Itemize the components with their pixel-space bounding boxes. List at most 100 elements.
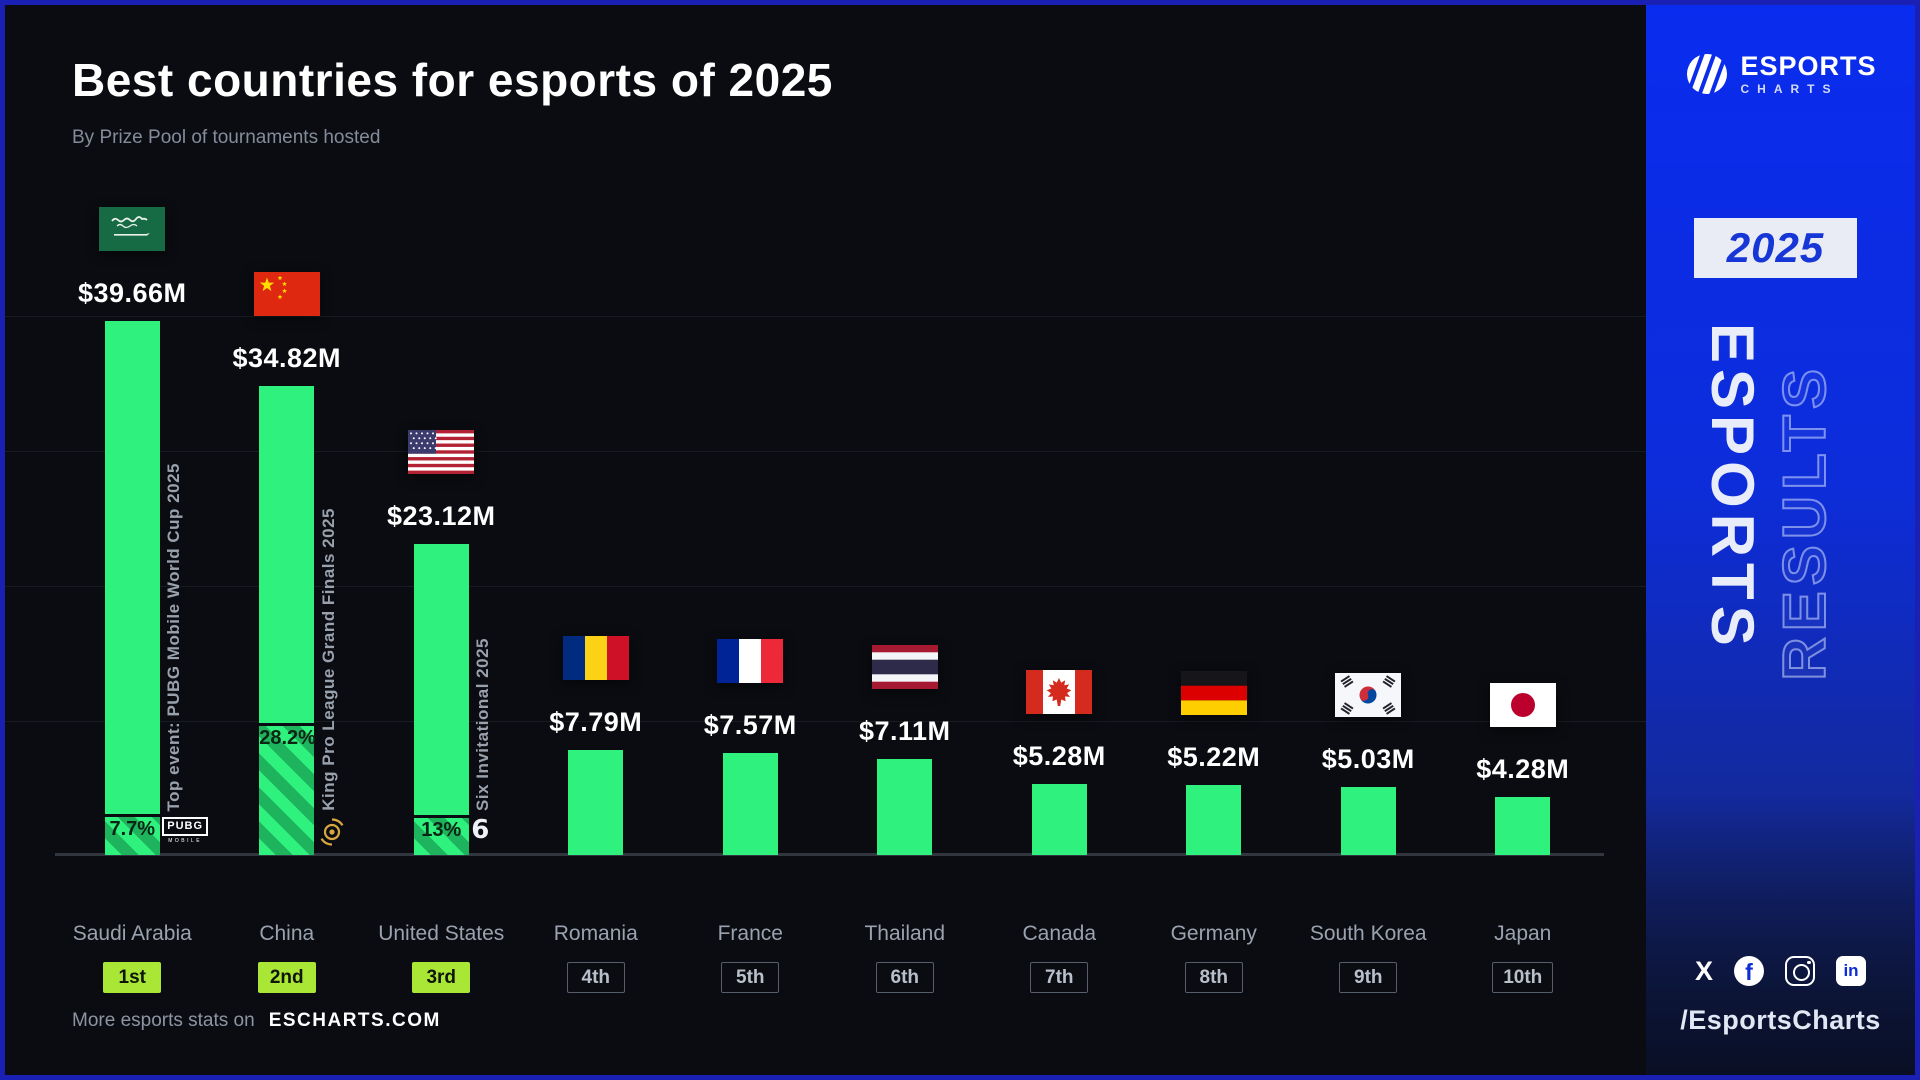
top-event-share-label: 28.2%	[259, 726, 316, 749]
gridline-10m	[5, 721, 1646, 722]
bar-column-france: $7.57M France 5th	[673, 195, 828, 1005]
prize-pool-bar	[1495, 797, 1551, 855]
flag-japan-icon	[1489, 683, 1556, 728]
top-event-share-label: 7.7%	[109, 817, 156, 840]
rank-badge: 7th	[1030, 962, 1089, 993]
social-icons-row: X f in	[1646, 956, 1915, 986]
instagram-icon[interactable]	[1785, 956, 1815, 986]
rank-badge: 9th	[1339, 962, 1398, 993]
social-handle[interactable]: /EsportsCharts	[1680, 1005, 1881, 1035]
x-axis-line	[55, 853, 1604, 856]
top-event-annotation: Six Invitational 2025	[473, 637, 493, 811]
country-label: Germany	[1170, 922, 1257, 945]
bar-column-germany: $5.22M Germany 8th	[1137, 195, 1292, 1005]
page-title: Best countries for esports of 2025	[72, 54, 833, 106]
footer-prefix: More esports stats on	[72, 1010, 255, 1031]
prize-pool-bar	[1186, 784, 1242, 855]
country-label: Romania	[553, 922, 638, 945]
top-event-share-segment: 7.7%	[104, 813, 160, 855]
country-label: South Korea	[1309, 922, 1427, 945]
prize-pool-bar	[568, 750, 624, 855]
bar-column-romania: $7.79M Romania 4th	[519, 195, 674, 1005]
chart-panel: Best countries for esports of 2025 By Pr…	[5, 5, 1646, 1075]
rank-badge: 10th	[1492, 962, 1554, 993]
country-label: Saudi Arabia	[72, 922, 192, 945]
top-event-share-label: 13%	[421, 818, 462, 841]
value-label: $5.03M	[1321, 744, 1415, 775]
value-label: $7.57M	[703, 710, 797, 741]
value-label: $4.28M	[1476, 754, 1570, 785]
prize-pool-bar	[722, 753, 778, 855]
country-label: Canada	[1022, 922, 1097, 945]
rank-badge: 8th	[1184, 962, 1243, 993]
value-label: $34.82M	[232, 343, 342, 374]
rank-badge: 6th	[875, 962, 934, 993]
value-label: $23.12M	[386, 500, 496, 531]
page-subtitle: By Prize Pool of tournaments hosted	[72, 127, 381, 148]
vertical-esports-text: ESPORTS	[1699, 323, 1766, 652]
top-event-icon-wrap: PUBG MOBILE	[162, 817, 209, 844]
value-label: $39.66M	[77, 278, 187, 308]
value-label: $5.22M	[1167, 741, 1261, 772]
rank-badge: 3rd	[412, 962, 471, 993]
logo-line1: ESPORTS	[1740, 50, 1877, 81]
bar-column-united-states: $23.12M 13% United States 3rd	[364, 195, 519, 1005]
prize-pool-bar	[1340, 787, 1396, 855]
bar-column-thailand: $7.11M Thailand 6th	[828, 195, 983, 1005]
year-badge: 2025	[1694, 218, 1857, 278]
gridline-30m	[5, 451, 1646, 452]
flag-thailand-icon	[871, 645, 938, 690]
top-event-share-segment: 28.2%	[259, 722, 316, 855]
gridline-40m	[5, 316, 1646, 317]
bar-column-south-korea: $5.03M South Korea 9th	[1291, 195, 1446, 1005]
brand-sidebar: ESPORTS CHARTS 2025 ESPORTS RESULTS X f …	[1646, 5, 1915, 1075]
prize-pool-bar: 13%	[413, 543, 469, 855]
bar-column-japan: $4.28M Japan 10th	[1446, 195, 1601, 1005]
bar-column-saudi-arabia: $39.66M 7.7% Saudi Arabia 1st	[55, 195, 210, 1005]
top-event-share-segment: 13%	[413, 814, 469, 855]
flag-china-icon	[253, 272, 320, 317]
rank-badge: 4th	[566, 962, 625, 993]
value-label: $5.28M	[1012, 740, 1106, 771]
rank-badge: 2nd	[257, 962, 316, 993]
king-pro-league-logo-icon	[320, 818, 344, 846]
flag-germany-icon	[1180, 670, 1247, 715]
top-event-icon-wrap	[317, 817, 361, 847]
prize-pool-bar: 28.2%	[259, 386, 316, 855]
logo-line2: CHARTS	[1740, 81, 1839, 96]
esports-charts-logo-icon	[1684, 51, 1731, 97]
country-label: United States	[378, 922, 505, 945]
flag-canada-icon	[1026, 669, 1093, 714]
linkedin-icon[interactable]: in	[1836, 956, 1866, 986]
pubg-mobile-logo-icon: PUBG MOBILE	[162, 817, 209, 844]
flag-france-icon	[717, 639, 784, 684]
bar-column-canada: $5.28M Canada 7th	[982, 195, 1137, 1005]
top-event-annotation: Top event: PUBG Mobile World Cup 2025	[164, 462, 184, 811]
flag-saudi-arabia-icon	[99, 207, 166, 251]
rank-badge: 1st	[103, 962, 162, 993]
top-event-annotation: King Pro League Grand Finals 2025	[318, 508, 338, 811]
esports-charts-logo: ESPORTS CHARTS	[1646, 51, 1915, 97]
value-label: $7.79M	[549, 707, 643, 738]
country-label: China	[259, 922, 315, 945]
bar-chart: $39.66M 7.7% Saudi Arabia 1st $34.82M 28…	[55, 195, 1600, 1005]
country-label: France	[717, 922, 783, 945]
vertical-results-text: RESULTS	[1770, 362, 1839, 682]
six-invitational-logo-icon: 6	[471, 815, 490, 845]
flag-romania-icon	[562, 636, 629, 681]
x-icon[interactable]: X	[1694, 956, 1713, 986]
footer-note: More esports stats on ESCHARTS.COM	[72, 1010, 441, 1032]
bar-column-china: $34.82M 28.2% China 2nd	[210, 195, 365, 1005]
escharts-site-link[interactable]: ESCHARTS.COM	[268, 1010, 441, 1031]
prize-pool-bar	[877, 759, 933, 855]
rank-badge: 5th	[721, 962, 780, 993]
country-label: Thailand	[864, 922, 946, 945]
flag-united-states-icon	[408, 429, 475, 474]
sidebar-photo-overlay	[1646, 795, 1915, 1075]
prize-pool-bar: 7.7%	[104, 321, 160, 855]
top-event-icon-wrap: 6	[471, 817, 515, 843]
prize-pool-bar	[1031, 783, 1087, 855]
facebook-icon[interactable]: f	[1734, 956, 1764, 986]
value-label: $7.11M	[858, 716, 951, 747]
